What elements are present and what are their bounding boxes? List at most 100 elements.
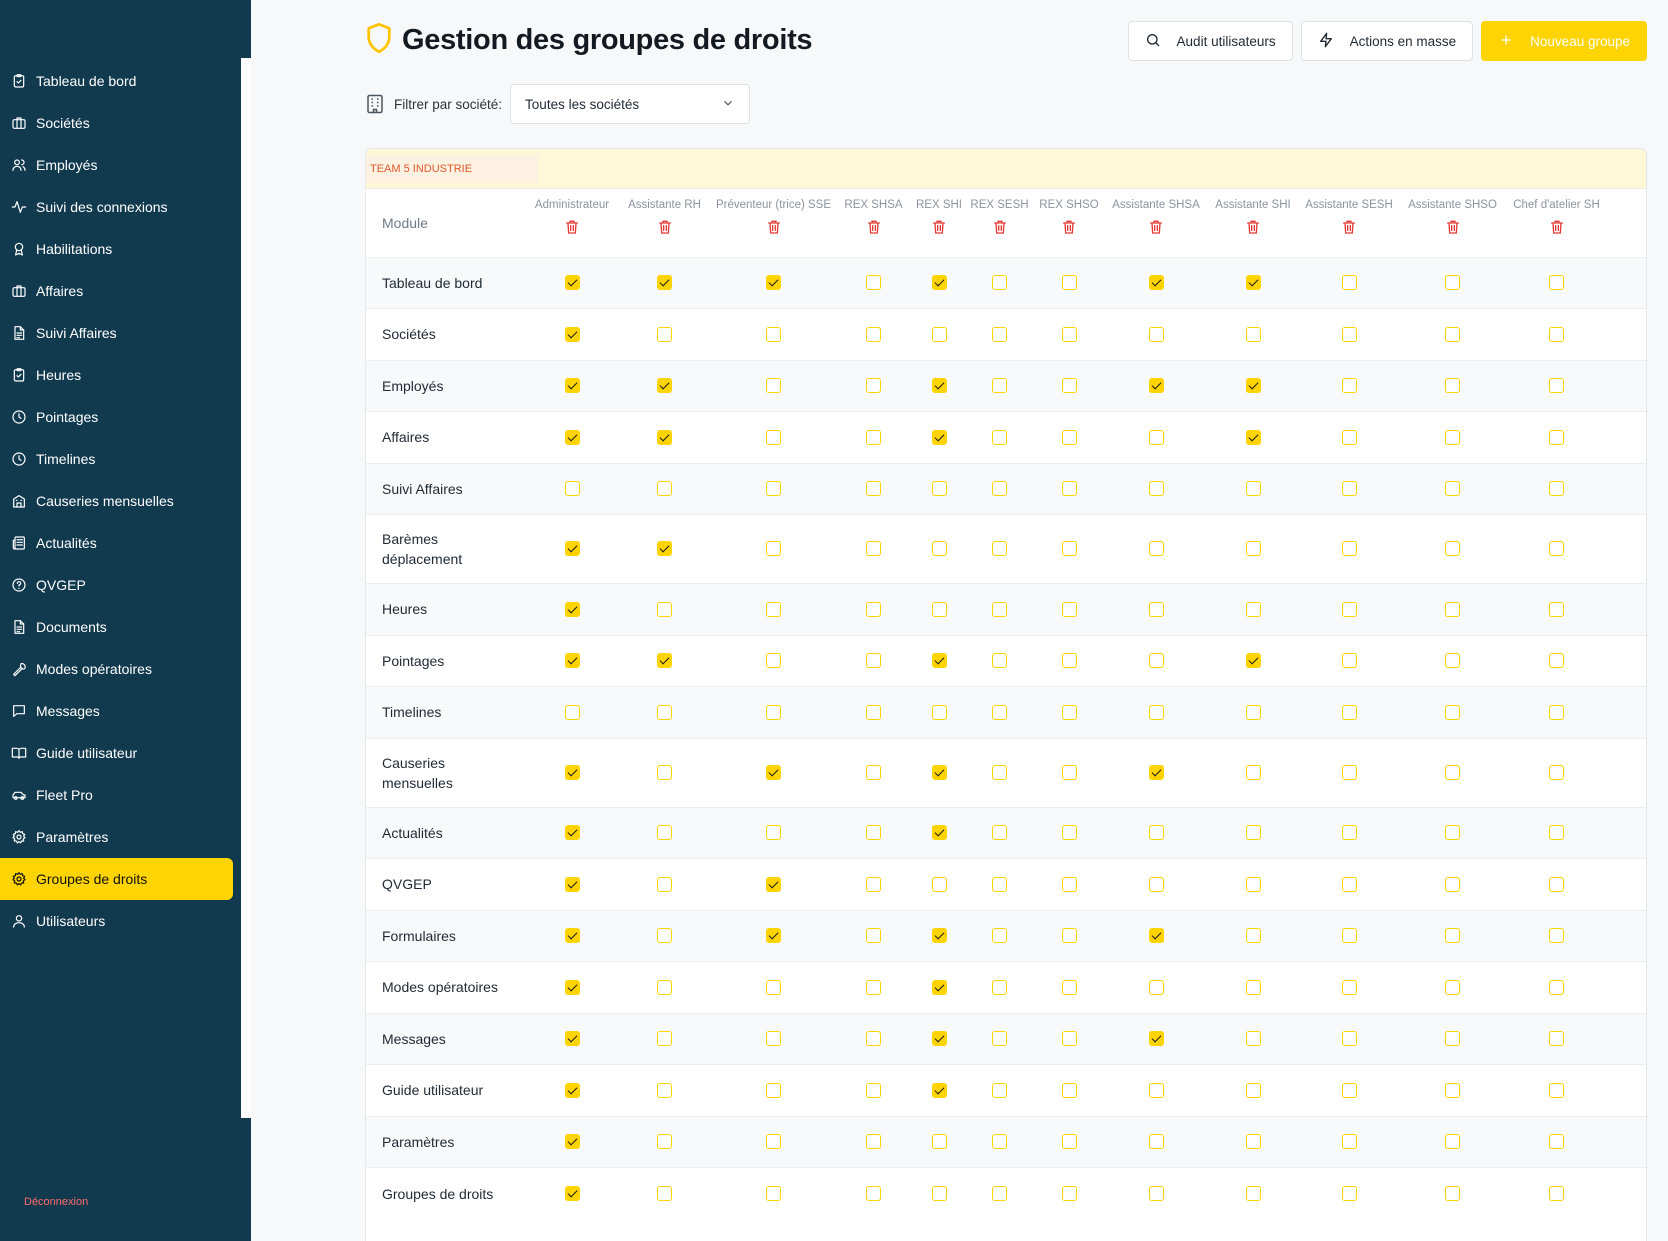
permission-checkbox[interactable]	[1245, 1185, 1261, 1201]
permission-checkbox[interactable]	[992, 378, 1007, 394]
permission-checkbox[interactable]	[1245, 275, 1261, 291]
permission-checkbox[interactable]	[866, 1082, 881, 1098]
permission-checkbox[interactable]	[1148, 1082, 1164, 1098]
permission-checkbox[interactable]	[1245, 979, 1261, 995]
permission-checkbox[interactable]	[1061, 1185, 1077, 1201]
permission-checkbox[interactable]	[564, 601, 580, 617]
permission-checkbox[interactable]	[931, 979, 947, 995]
permission-checkbox[interactable]	[992, 825, 1007, 841]
permission-checkbox[interactable]	[657, 275, 672, 291]
trash-icon[interactable]	[866, 219, 882, 235]
sidebar-item-messages[interactable]: Messages	[0, 690, 233, 732]
permission-checkbox[interactable]	[657, 601, 672, 617]
permission-checkbox[interactable]	[866, 429, 881, 445]
permission-checkbox[interactable]	[931, 326, 947, 342]
sidebar-item-pointages[interactable]: Pointages	[0, 396, 233, 438]
permission-checkbox[interactable]	[1341, 275, 1357, 291]
permission-checkbox[interactable]	[564, 979, 580, 995]
permission-checkbox[interactable]	[1245, 1134, 1261, 1150]
permission-checkbox[interactable]	[564, 764, 580, 780]
trash-icon[interactable]	[564, 219, 580, 235]
permission-checkbox[interactable]	[1549, 481, 1564, 497]
permission-checkbox[interactable]	[931, 825, 947, 841]
permission-checkbox[interactable]	[564, 275, 580, 291]
trash-icon[interactable]	[931, 219, 947, 235]
permission-checkbox[interactable]	[1061, 378, 1077, 394]
new-group-button[interactable]: Nouveau groupe	[1481, 21, 1647, 61]
permission-checkbox[interactable]	[1445, 429, 1460, 445]
permission-checkbox[interactable]	[1549, 1134, 1564, 1150]
sidebar-item-heures[interactable]: Heures	[0, 354, 233, 396]
permission-checkbox[interactable]	[931, 1082, 947, 1098]
permission-checkbox[interactable]	[1341, 429, 1357, 445]
permission-checkbox[interactable]	[657, 429, 672, 445]
permission-checkbox[interactable]	[866, 601, 881, 617]
permission-checkbox[interactable]	[992, 1082, 1007, 1098]
permission-checkbox[interactable]	[1148, 429, 1164, 445]
permission-checkbox[interactable]	[1061, 1031, 1077, 1047]
permission-checkbox[interactable]	[866, 653, 881, 669]
trash-icon[interactable]	[1445, 219, 1461, 235]
permission-checkbox[interactable]	[766, 704, 781, 720]
permission-checkbox[interactable]	[1148, 653, 1164, 669]
sidebar-item-utilisateurs[interactable]: Utilisateurs	[0, 900, 233, 942]
permission-checkbox[interactable]	[866, 704, 881, 720]
sidebar-item-documents[interactable]: Documents	[0, 606, 233, 648]
sidebar-item-qvgep[interactable]: QVGEP	[0, 564, 233, 606]
permission-checkbox[interactable]	[1061, 326, 1077, 342]
permission-checkbox[interactable]	[766, 1031, 781, 1047]
trash-icon[interactable]	[657, 219, 673, 235]
permission-checkbox[interactable]	[657, 825, 672, 841]
permission-checkbox[interactable]	[657, 326, 672, 342]
permission-checkbox[interactable]	[657, 1031, 672, 1047]
permission-checkbox[interactable]	[564, 876, 580, 892]
permission-checkbox[interactable]	[992, 326, 1007, 342]
permission-checkbox[interactable]	[992, 601, 1007, 617]
permission-checkbox[interactable]	[564, 1185, 580, 1201]
permission-checkbox[interactable]	[992, 876, 1007, 892]
permission-checkbox[interactable]	[1341, 979, 1357, 995]
permission-checkbox[interactable]	[564, 326, 580, 342]
permission-checkbox[interactable]	[657, 378, 672, 394]
permission-checkbox[interactable]	[1549, 275, 1564, 291]
permission-checkbox[interactable]	[1148, 1134, 1164, 1150]
permission-checkbox[interactable]	[992, 979, 1007, 995]
sidebar-item-causeries-mensuelles[interactable]: Causeries mensuelles	[0, 480, 233, 522]
sidebar-item-societes[interactable]: Sociétés	[0, 102, 233, 144]
permission-checkbox[interactable]	[931, 928, 947, 944]
permission-checkbox[interactable]	[1549, 653, 1564, 669]
trash-icon[interactable]	[1341, 219, 1357, 235]
sidebar-item-parametres[interactable]: Paramètres	[0, 816, 233, 858]
permission-checkbox[interactable]	[1148, 979, 1164, 995]
permission-checkbox[interactable]	[657, 541, 672, 557]
permission-checkbox[interactable]	[1445, 481, 1460, 497]
permission-checkbox[interactable]	[1445, 541, 1460, 557]
permission-checkbox[interactable]	[1245, 653, 1261, 669]
permission-checkbox[interactable]	[1245, 1082, 1261, 1098]
permission-checkbox[interactable]	[866, 1134, 881, 1150]
permission-checkbox[interactable]	[1549, 1185, 1564, 1201]
permission-checkbox[interactable]	[1245, 541, 1261, 557]
permission-checkbox[interactable]	[564, 378, 580, 394]
permission-checkbox[interactable]	[564, 481, 580, 497]
permission-checkbox[interactable]	[1341, 1185, 1357, 1201]
permission-checkbox[interactable]	[1549, 764, 1564, 780]
permission-checkbox[interactable]	[931, 275, 947, 291]
permission-checkbox[interactable]	[1061, 541, 1077, 557]
permission-checkbox[interactable]	[657, 979, 672, 995]
permission-checkbox[interactable]	[766, 601, 781, 617]
permission-checkbox[interactable]	[1148, 764, 1164, 780]
permission-checkbox[interactable]	[1061, 1082, 1077, 1098]
permission-checkbox[interactable]	[1061, 653, 1077, 669]
permission-checkbox[interactable]	[1341, 541, 1357, 557]
permission-checkbox[interactable]	[1445, 928, 1460, 944]
permission-checkbox[interactable]	[1445, 704, 1460, 720]
permission-checkbox[interactable]	[657, 1134, 672, 1150]
permission-checkbox[interactable]	[766, 653, 781, 669]
permission-checkbox[interactable]	[564, 1082, 580, 1098]
permission-checkbox[interactable]	[1061, 275, 1077, 291]
permission-checkbox[interactable]	[866, 326, 881, 342]
permission-checkbox[interactable]	[992, 541, 1007, 557]
permission-checkbox[interactable]	[1549, 979, 1564, 995]
sidebar-item-suivi-affaires[interactable]: Suivi Affaires	[0, 312, 233, 354]
